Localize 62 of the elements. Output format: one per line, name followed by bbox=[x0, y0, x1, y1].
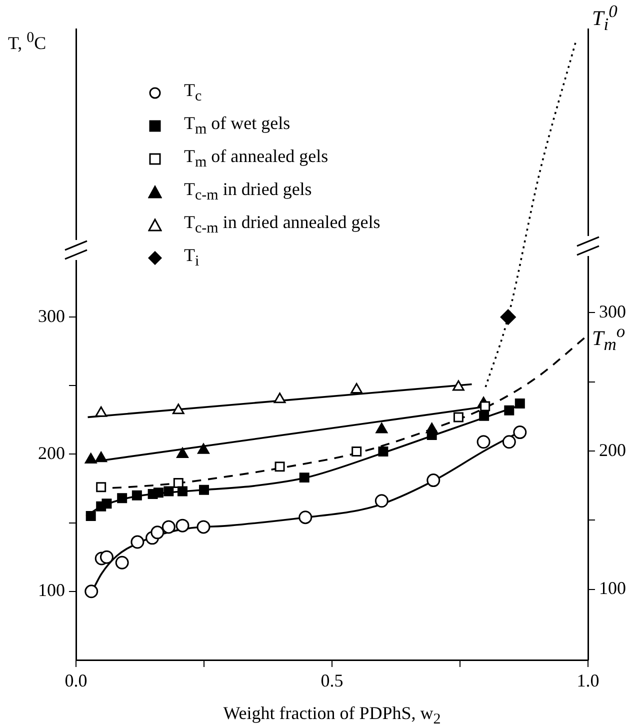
y-tick-label: 300 bbox=[38, 306, 65, 326]
point bbox=[130, 535, 144, 549]
point bbox=[476, 435, 490, 449]
x-axis-title: Weight fraction of PDPhS, w$_{2}$ bbox=[222, 703, 442, 726]
legend-label: T$_{c-m}$ in dried gels bbox=[184, 178, 312, 204]
point bbox=[198, 443, 210, 454]
y2-tick-label: 100 bbox=[599, 578, 626, 598]
point bbox=[132, 490, 142, 500]
y2-tick-label: 200 bbox=[599, 440, 626, 460]
point bbox=[102, 498, 112, 509]
y-axis-title: T, $^{0}$C bbox=[8, 30, 46, 53]
point bbox=[378, 446, 388, 456]
point bbox=[176, 447, 188, 458]
point bbox=[100, 550, 114, 564]
y-tick-label: 200 bbox=[38, 442, 65, 463]
legend-label: T$_{c}$ bbox=[184, 80, 202, 106]
point bbox=[513, 426, 527, 440]
point bbox=[274, 392, 286, 404]
point bbox=[95, 406, 108, 417]
legend-label: T$_{m}$ of annealed gels bbox=[184, 146, 328, 172]
point bbox=[374, 494, 388, 508]
point bbox=[502, 435, 516, 449]
point bbox=[514, 398, 525, 408]
point bbox=[153, 488, 164, 498]
legend-label: T$_{m}$ of wet gels bbox=[184, 112, 290, 138]
point bbox=[426, 474, 440, 488]
point bbox=[504, 405, 514, 416]
point bbox=[86, 510, 96, 521]
point bbox=[199, 484, 209, 495]
point bbox=[274, 462, 285, 472]
y-tick-label: 100 bbox=[38, 580, 65, 600]
point bbox=[479, 410, 490, 421]
point bbox=[150, 526, 164, 540]
legend-label: T$_{c-m}$ in dried annealed gels bbox=[184, 212, 380, 238]
point bbox=[172, 404, 184, 414]
point bbox=[115, 556, 129, 570]
legend-label: T$_{i}$ bbox=[184, 244, 200, 270]
point bbox=[426, 430, 437, 440]
point bbox=[178, 486, 188, 496]
point bbox=[117, 493, 128, 504]
point bbox=[453, 412, 464, 422]
point bbox=[299, 472, 310, 483]
point bbox=[480, 401, 490, 412]
point bbox=[452, 380, 464, 391]
point bbox=[376, 422, 388, 434]
x-tick-label: 0.5 bbox=[320, 670, 344, 691]
point bbox=[84, 584, 98, 598]
point bbox=[173, 478, 184, 488]
x-tick-label: 1.0 bbox=[576, 670, 600, 691]
point bbox=[176, 518, 190, 532]
point bbox=[350, 383, 363, 394]
point bbox=[298, 510, 312, 524]
point bbox=[95, 452, 108, 462]
point bbox=[164, 486, 174, 496]
point bbox=[196, 520, 210, 534]
point bbox=[500, 309, 516, 325]
point bbox=[96, 482, 106, 492]
y2-tick-label: 300 bbox=[599, 301, 626, 322]
point bbox=[162, 520, 176, 534]
point bbox=[352, 446, 362, 456]
point bbox=[84, 452, 97, 464]
x-tick-label: 0.0 bbox=[64, 670, 88, 691]
